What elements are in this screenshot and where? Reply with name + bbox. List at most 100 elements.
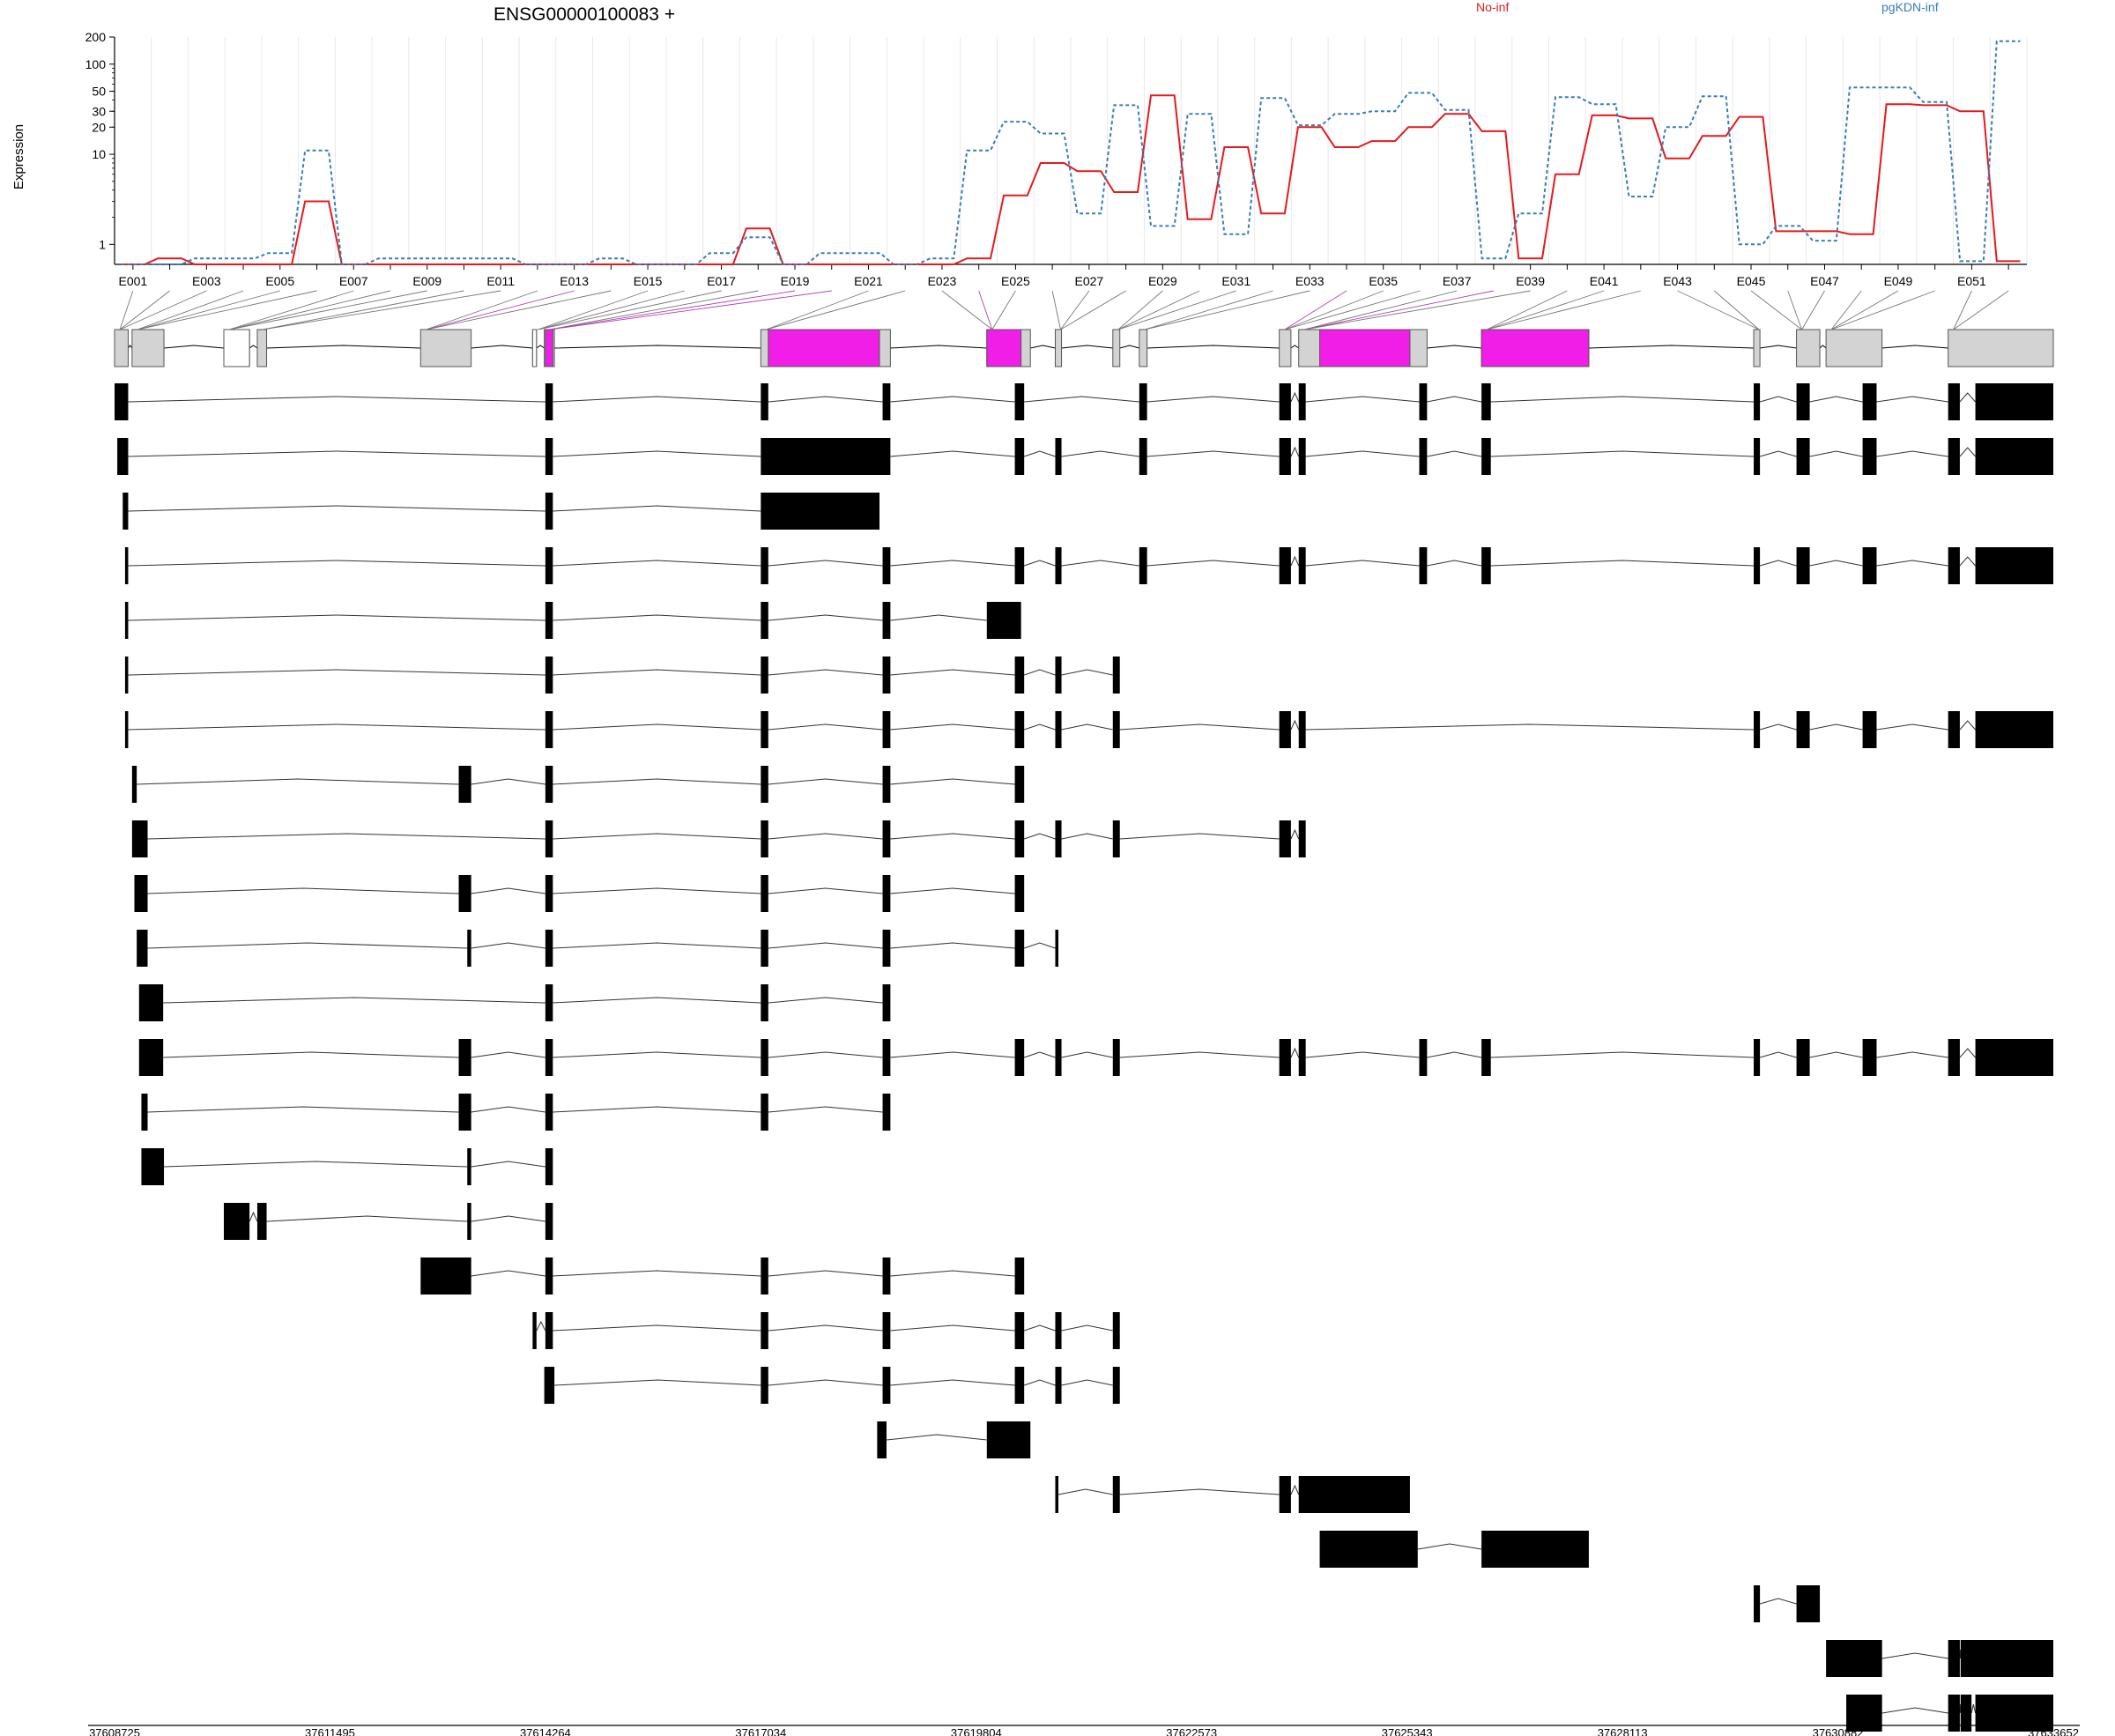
exon-block	[1481, 383, 1491, 420]
intron-line	[553, 723, 761, 731]
exon-block	[1754, 438, 1761, 475]
exon-block	[1796, 547, 1810, 584]
intron-line	[886, 1434, 987, 1441]
intron-line	[768, 833, 883, 840]
exon-connector	[1303, 290, 1531, 330]
intron-line	[1290, 555, 1300, 567]
exon-connector	[1787, 290, 1802, 330]
exon-block	[761, 438, 891, 475]
exon-block	[458, 1039, 471, 1076]
exon-block	[467, 1148, 471, 1185]
exon-block	[1754, 1585, 1761, 1622]
intron-line	[1959, 392, 1976, 403]
intron-line	[1809, 560, 1863, 567]
intron-line	[890, 1270, 1015, 1277]
exon-connector	[1284, 290, 1347, 330]
intron-line	[1759, 560, 1797, 567]
intron-line	[128, 723, 545, 731]
intron-line	[1876, 723, 1948, 731]
exon-connector	[1284, 290, 1421, 330]
exon-block	[124, 602, 129, 639]
intron-line	[128, 669, 545, 676]
exon-block	[882, 875, 891, 912]
exon-connector	[1486, 290, 1568, 330]
intron-line	[1290, 1484, 1300, 1495]
gene-intron	[536, 345, 545, 349]
intron-line	[1290, 719, 1300, 731]
intron-line	[471, 778, 545, 785]
exon-connector	[137, 290, 317, 330]
exon-block	[458, 1094, 471, 1131]
exon-connector	[426, 290, 538, 330]
exon-connector	[119, 290, 134, 330]
genomic-axis: 37608725 37611495 37614264 37617034 37619804…	[88, 1725, 2080, 1736]
intron-line	[1876, 1051, 1948, 1058]
intron-line	[1119, 1488, 1280, 1495]
intron-line	[553, 505, 761, 512]
exon-block	[1014, 875, 1025, 912]
gene-intron	[1061, 345, 1113, 349]
intron-line	[1490, 396, 1755, 403]
intron-line	[768, 1324, 883, 1332]
exon-connector	[538, 290, 685, 330]
gene-intron	[1427, 345, 1482, 349]
intron-line	[768, 1379, 883, 1386]
exon-block	[1298, 383, 1306, 420]
exon-block	[882, 930, 891, 967]
exon-connector	[262, 290, 464, 330]
exon-block	[545, 602, 553, 639]
exon-connector	[1144, 290, 1273, 330]
exon-connector	[1750, 290, 1802, 330]
transcript-model	[131, 766, 1025, 803]
intron-line	[1809, 396, 1863, 403]
exon-block	[882, 1367, 891, 1404]
exon-connector	[137, 290, 244, 330]
exon-block	[545, 984, 553, 1021]
x-tick-label: E047	[1810, 274, 1839, 288]
intron-line	[471, 887, 545, 894]
transcript-model	[131, 820, 1306, 857]
exon-block	[1948, 711, 1960, 748]
exon-connector	[538, 290, 649, 330]
intron-line	[1809, 450, 1863, 457]
intron-line	[554, 1379, 761, 1386]
transcript-model	[134, 875, 1025, 912]
x-tick-label: E001	[119, 274, 148, 288]
intron-line	[147, 887, 459, 894]
exon-block	[1298, 820, 1306, 857]
transcript-model	[1826, 1640, 2053, 1677]
gene-intron	[1819, 345, 1827, 349]
x-tick-label: E023	[928, 274, 957, 288]
exon-block	[882, 547, 891, 584]
exon-bin	[1753, 329, 1761, 367]
exon-bin	[1279, 329, 1292, 367]
exon-block	[1419, 438, 1428, 475]
gene-intron	[1030, 345, 1056, 349]
intron-line	[1061, 560, 1139, 567]
exon-bin	[1825, 329, 1883, 367]
intron-line	[768, 669, 883, 676]
intron-line	[890, 396, 1015, 403]
exon-block	[882, 657, 891, 694]
intron-line	[1427, 560, 1482, 567]
intron-line	[1970, 1703, 1977, 1714]
exon-block	[1139, 547, 1147, 584]
intron-line	[536, 1320, 546, 1332]
exon-block	[467, 1203, 471, 1240]
exon-block	[1796, 711, 1810, 748]
intron-line	[768, 1051, 883, 1058]
exon-connector	[119, 290, 170, 330]
intron-line	[471, 1106, 545, 1113]
exon-block	[1112, 1476, 1120, 1513]
exon-block	[1948, 1640, 1960, 1677]
intron-line	[128, 396, 545, 403]
intron-line	[1959, 1703, 1962, 1714]
exon-bin-significant	[1480, 329, 1590, 367]
intron-line	[1119, 833, 1280, 840]
intron-line	[1290, 1047, 1300, 1058]
intron-line	[890, 1379, 1015, 1386]
intron-line	[553, 887, 761, 894]
intron-line	[890, 1051, 1015, 1058]
intron-line	[768, 396, 883, 403]
transcript-model	[420, 1257, 1025, 1295]
